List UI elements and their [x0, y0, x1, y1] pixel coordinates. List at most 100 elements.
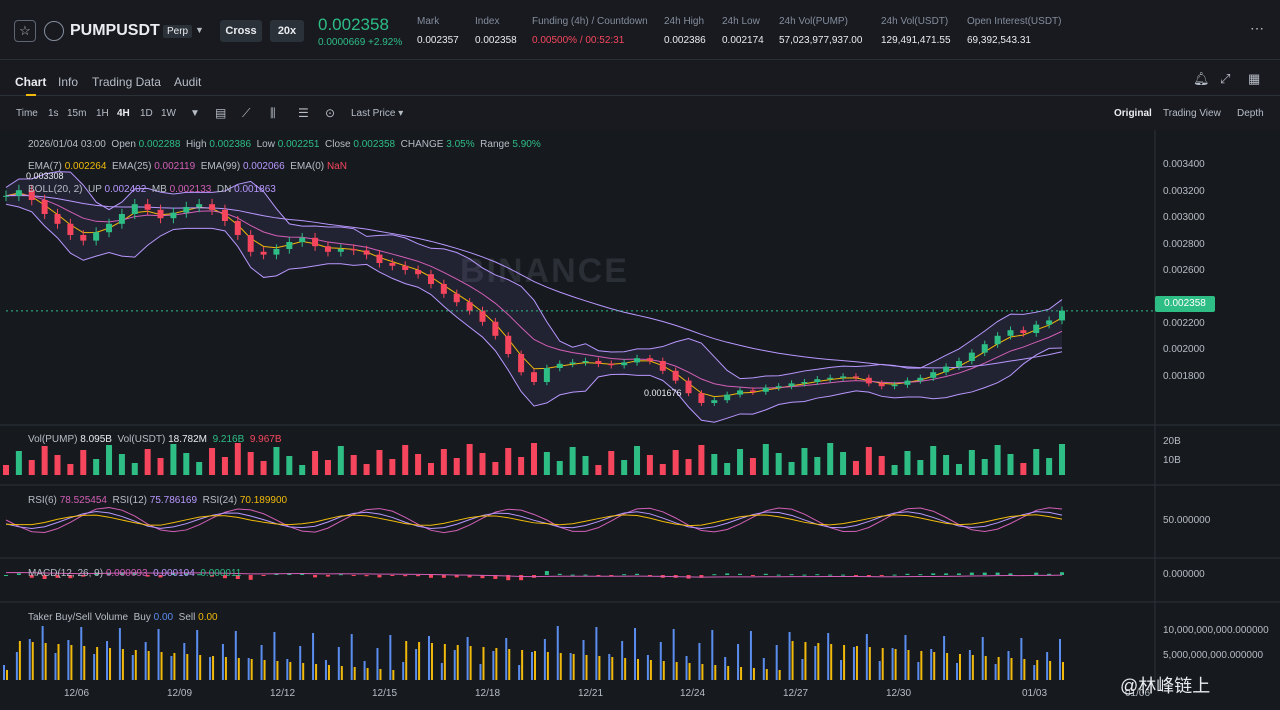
taker-buy-bar	[814, 646, 817, 680]
taker-axis-label: 10,000,000,000.000000	[1163, 625, 1269, 636]
candle-body	[788, 383, 795, 387]
ema7-line	[5, 192, 1063, 398]
candle-body	[41, 200, 48, 214]
taker-buy-bar	[170, 656, 173, 680]
symbol-name[interactable]: PUMPUSDT	[70, 22, 160, 39]
macd-axis-label: 0.000000	[1163, 569, 1205, 580]
drawing-tool-icon[interactable]: ⊙	[325, 106, 336, 120]
price-axis-label: 0.003000	[1163, 212, 1205, 223]
calendar-icon[interactable]: ▤	[215, 106, 227, 120]
candle-body	[814, 379, 821, 382]
margin-mode-button[interactable]: Cross	[220, 20, 262, 42]
taker-sell-bar	[44, 643, 47, 680]
candle-type-icon[interactable]: ⫼	[270, 106, 276, 120]
volume-bar	[943, 455, 950, 475]
macd-histogram-bar	[480, 575, 485, 579]
taker-sell-bar	[559, 653, 562, 680]
interval-15m[interactable]: 15m	[67, 108, 87, 119]
volume-bar	[994, 445, 1001, 475]
taker-buy-bar	[93, 654, 96, 680]
taker-buy-bar	[1020, 638, 1023, 680]
macd-histogram-bar	[145, 575, 150, 577]
macd-histogram-bar	[931, 573, 936, 575]
macd-histogram-bar	[55, 575, 60, 578]
volume-bar	[518, 457, 525, 475]
volume-bar	[569, 447, 576, 475]
volume-bar	[556, 461, 563, 475]
taker-sell-bar	[392, 670, 395, 680]
candle-body	[402, 265, 409, 270]
last-price-tag: 0.002358	[1155, 296, 1215, 312]
stat-24h-vol-usdt: 24h Vol(USDT) 129,491,471.55	[881, 16, 951, 46]
candlestick-chart[interactable]	[0, 130, 1280, 710]
macd-histogram-bar	[261, 575, 266, 576]
taker-buy-bar	[840, 660, 843, 680]
volume-bar	[28, 460, 35, 475]
interval-1w[interactable]: 1W	[161, 108, 176, 119]
stat-24h-high: 24h High 0.002386	[664, 16, 706, 46]
macd-histogram-bar	[1008, 573, 1013, 575]
interval-1s[interactable]: 1s	[48, 108, 59, 119]
candle-body	[1059, 310, 1065, 321]
time-axis-label: 12/27	[783, 688, 809, 699]
time-axis-label: 12/09	[167, 688, 193, 699]
chevron-down-icon[interactable]: ▼	[195, 25, 204, 35]
tab-trading-data[interactable]: Trading Data	[92, 75, 161, 89]
taker-buy-bar	[943, 636, 946, 680]
taker-buy-bar	[402, 662, 405, 680]
interval-1d[interactable]: 1D	[140, 108, 153, 119]
macd-histogram-bar	[68, 575, 73, 579]
tab-chart[interactable]: Chart	[15, 75, 47, 89]
tab-info[interactable]: Info	[58, 75, 79, 89]
chart-area[interactable]: BINANCE 2026/01/04 03:00 Open 0.002288 H…	[0, 130, 1280, 710]
candle-body	[479, 310, 486, 322]
settings-icon[interactable]: ☰	[298, 106, 309, 120]
star-icon[interactable]: ☆	[14, 20, 36, 42]
macd-histogram-bar	[1060, 572, 1064, 575]
macd-histogram-bar	[841, 574, 846, 576]
candle-body	[221, 209, 228, 221]
taker-sell-bar	[843, 645, 846, 680]
leverage-button[interactable]: 20x	[270, 20, 304, 42]
taker-buy-bar	[324, 660, 327, 680]
view-depth[interactable]: Depth	[1237, 108, 1264, 119]
stat-open-interest[interactable]: Open Interest(USDT) 69,392,543.31	[967, 16, 1062, 46]
volume-bar	[634, 446, 641, 475]
layout-grid-icon[interactable]: ▦	[1248, 71, 1261, 86]
volume-bar	[337, 446, 344, 475]
volume-bar	[299, 465, 306, 475]
price-type-select[interactable]: Last Price ▾	[351, 108, 404, 119]
taker-buy-bar	[698, 643, 701, 680]
volume-bar	[247, 452, 254, 475]
view-trading-view[interactable]: Trading View	[1163, 108, 1221, 119]
expand-icon[interactable]: ⤢	[1220, 71, 1231, 86]
view-original[interactable]: Original	[1114, 108, 1152, 119]
ellipsis-icon[interactable]: ⋯	[1250, 20, 1264, 36]
volume-bar	[646, 455, 653, 475]
interval-4h[interactable]: 4H	[117, 108, 130, 119]
contract-type-badge: Perp	[163, 25, 193, 38]
time-label[interactable]: Time	[16, 108, 38, 119]
taker-sell-bar	[134, 650, 137, 680]
macd-histogram-bar	[351, 575, 356, 576]
taker-buy-bar	[930, 649, 933, 680]
taker-buy-bar	[144, 642, 147, 680]
rsi-axis-label: 50.000000	[1163, 515, 1211, 526]
taker-buy-bar	[80, 627, 83, 680]
interval-dropdown-icon[interactable]: ▼	[190, 108, 200, 119]
volume-bar	[312, 451, 319, 475]
indicator-icon[interactable]: ⟋	[242, 106, 251, 120]
taker-buy-bar	[350, 634, 353, 680]
stat-index[interactable]: Index 0.002358	[475, 16, 517, 46]
volume-bar	[749, 458, 756, 475]
taker-sell-bar	[327, 665, 330, 680]
taker-sell-bar	[546, 652, 549, 680]
macd-histogram-bar	[493, 575, 498, 579]
tab-audit[interactable]: Audit	[174, 75, 202, 89]
bell-icon[interactable]: 🔔︎	[1193, 71, 1210, 86]
stat-24h-vol-pump: 24h Vol(PUMP) 57,023,977,937.00	[779, 16, 863, 46]
taker-buy-bar	[608, 654, 611, 680]
candle-body	[131, 204, 138, 214]
macd-histogram-bar	[454, 575, 459, 578]
interval-1h[interactable]: 1H	[96, 108, 109, 119]
